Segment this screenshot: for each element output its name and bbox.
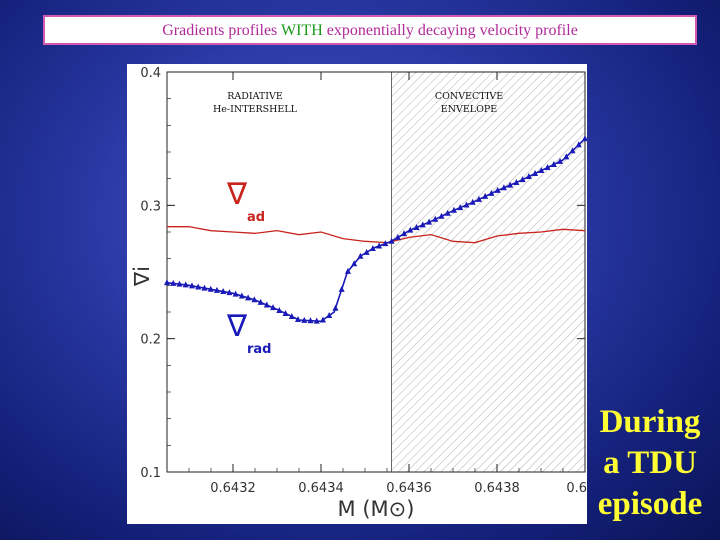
rad-marker bbox=[482, 192, 489, 199]
rad-marker bbox=[357, 252, 364, 259]
rad-marker bbox=[282, 309, 289, 316]
rad-marker bbox=[463, 201, 470, 208]
rad-marker bbox=[319, 316, 326, 323]
rad-marker bbox=[288, 312, 295, 319]
slide-caption: During a TDU episode bbox=[583, 402, 717, 525]
y-tick-label: 0.4 bbox=[140, 66, 161, 81]
convective-label-line1: CONVECTIVE bbox=[435, 91, 503, 102]
rad-marker bbox=[338, 285, 345, 292]
rad-marker bbox=[538, 167, 545, 174]
slide-title: Gradients profiles WITH exponentially de… bbox=[43, 15, 697, 45]
rad-marker bbox=[326, 312, 333, 319]
rad-marker bbox=[419, 221, 426, 228]
rad-marker bbox=[500, 184, 507, 191]
y-tick-label: 0.3 bbox=[140, 199, 161, 214]
y-axis-label: ∇i bbox=[130, 266, 154, 287]
rad-marker bbox=[407, 226, 414, 233]
nabla-rad-symbol: ∇ bbox=[226, 309, 248, 344]
x-axis-label: M (M⊙) bbox=[338, 497, 415, 521]
rad-marker bbox=[450, 206, 457, 213]
rad-marker bbox=[557, 157, 564, 164]
rad-marker bbox=[332, 304, 339, 311]
chart-panel: 0.6432 0.6434 0.6436 0.6438 0.644 0.1 0.2 0.3 0.… bbox=[127, 64, 587, 524]
rad-marker bbox=[569, 147, 576, 154]
rad-marker bbox=[388, 237, 395, 244]
x-tick-label: 0.644 bbox=[566, 481, 587, 496]
rad-marker bbox=[488, 189, 495, 196]
rad-marker bbox=[232, 290, 239, 297]
rad-marker bbox=[213, 286, 220, 293]
caption-line-2: a TDU bbox=[603, 445, 697, 481]
rad-marker bbox=[251, 296, 258, 303]
rad-marker bbox=[226, 289, 233, 296]
rad-marker bbox=[176, 280, 183, 287]
nabla-rad-subscript: rad bbox=[247, 342, 272, 357]
x-tick-label: 0.6438 bbox=[474, 481, 520, 496]
radiative-label-line1: RADIATIVE bbox=[227, 91, 283, 102]
gradient-chart: 0.6432 0.6434 0.6436 0.6438 0.644 0.1 0.2 0.3 0.… bbox=[130, 66, 587, 521]
rad-marker bbox=[344, 267, 351, 274]
plot-frame bbox=[166, 71, 586, 473]
rad-marker bbox=[164, 279, 170, 286]
rad-marker bbox=[276, 306, 283, 313]
rad-marker bbox=[575, 141, 582, 148]
rad-marker bbox=[519, 176, 526, 183]
rad-marker bbox=[307, 317, 314, 324]
rad-marker bbox=[188, 282, 195, 289]
title-suffix: exponentially decaying velocity profile bbox=[322, 22, 578, 39]
convective-label-line2: ENVELOPE bbox=[441, 104, 498, 115]
rad-marker bbox=[245, 294, 252, 301]
rad-marker bbox=[457, 204, 464, 211]
rad-marker bbox=[513, 178, 520, 185]
rad-marker bbox=[413, 223, 420, 230]
x-tick-label: 0.6436 bbox=[386, 481, 432, 496]
x-tick-label: 0.6432 bbox=[210, 481, 256, 496]
rad-marker bbox=[170, 279, 177, 286]
rad-marker bbox=[525, 173, 532, 180]
rad-marker bbox=[207, 285, 214, 292]
rad-marker bbox=[182, 281, 189, 288]
title-highlight: WITH bbox=[281, 22, 323, 39]
rad-marker bbox=[550, 160, 557, 167]
rad-marker bbox=[438, 212, 445, 219]
rad-marker bbox=[351, 260, 358, 267]
rad-marker bbox=[363, 248, 370, 255]
rad-marker bbox=[432, 215, 439, 222]
rad-marker bbox=[201, 284, 208, 291]
rad-marker bbox=[270, 304, 277, 311]
rad-marker bbox=[507, 181, 514, 188]
convective-zone-hatch bbox=[391, 72, 585, 472]
series-ad-line bbox=[167, 226, 586, 244]
y-tick-label: 0.1 bbox=[140, 466, 161, 481]
rad-marker bbox=[369, 245, 376, 252]
rad-marker bbox=[544, 163, 551, 170]
rad-marker bbox=[220, 288, 227, 295]
rad-marker bbox=[257, 298, 264, 305]
rad-marker bbox=[382, 240, 389, 247]
nabla-ad-subscript: ad bbox=[247, 210, 265, 225]
rad-marker bbox=[426, 218, 433, 225]
rad-marker bbox=[532, 170, 539, 177]
rad-marker bbox=[444, 209, 451, 216]
x-tick-label: 0.6434 bbox=[298, 481, 344, 496]
title-prefix: Gradients profiles bbox=[162, 22, 281, 39]
rad-marker bbox=[494, 186, 501, 193]
rad-marker bbox=[195, 283, 202, 290]
radiative-label-line2: He-INTERSHELL bbox=[213, 104, 298, 115]
nabla-ad-symbol: ∇ bbox=[226, 177, 248, 212]
caption-line-3: episode bbox=[597, 486, 703, 522]
rad-marker bbox=[469, 198, 476, 205]
rad-marker bbox=[238, 292, 245, 299]
rad-marker bbox=[295, 316, 302, 323]
rad-marker bbox=[394, 233, 401, 240]
rad-marker bbox=[563, 153, 570, 160]
rad-marker bbox=[475, 195, 482, 202]
y-tick-label: 0.2 bbox=[140, 333, 161, 348]
caption-line-1: During bbox=[599, 404, 701, 440]
rad-marker bbox=[376, 242, 383, 249]
rad-marker bbox=[401, 230, 408, 237]
rad-marker bbox=[313, 317, 320, 324]
rad-marker bbox=[263, 301, 270, 308]
rad-marker bbox=[301, 316, 308, 323]
